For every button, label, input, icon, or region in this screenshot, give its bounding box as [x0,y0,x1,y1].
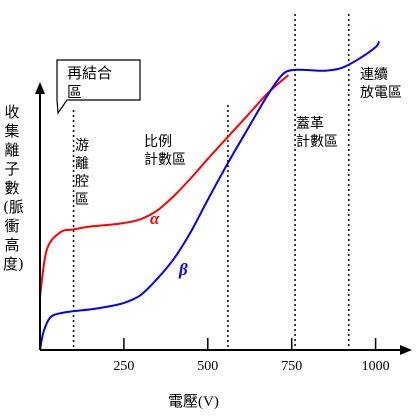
x-tick-label: 500 [197,359,218,374]
x-tick-label: 750 [281,359,302,374]
recombination-callout [56,59,141,115]
series-label-alpha: α [150,209,160,228]
region-label-recombination: 再結合 區 [67,64,113,101]
series-line-beta [39,40,380,351]
x-axis-title: 電壓(V) [168,394,219,410]
region-label-geiger: 蓋革 計數區 [296,116,338,150]
x-tick-label: 250 [113,359,134,374]
region-label-discharge: 連續 放電區 [360,67,402,101]
series-line-alpha [39,74,290,298]
y-axis-title: 收集離子數(脈衝高度) [3,103,24,273]
series-label-beta: β [178,260,188,279]
region-label-proportional: 比例 計數區 [144,134,186,168]
region-label-ion-chamber: 游 離 腔 區 [75,138,89,208]
x-axis-ticks: 250 500 750 1000 [113,338,390,374]
x-tick-label: 1000 [362,359,390,374]
chart-series [39,40,380,351]
